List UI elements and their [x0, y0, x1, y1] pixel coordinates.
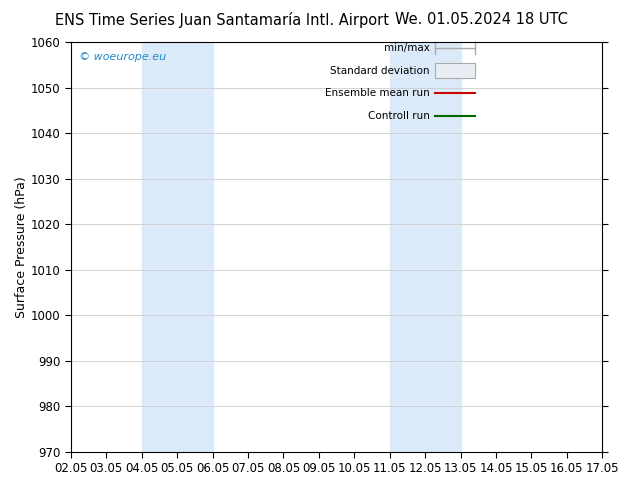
Text: Ensemble mean run: Ensemble mean run — [325, 88, 430, 98]
Bar — [142, 42, 212, 452]
Text: © woeurope.eu: © woeurope.eu — [79, 52, 166, 62]
Text: Controll run: Controll run — [368, 111, 430, 121]
Y-axis label: Surface Pressure (hPa): Surface Pressure (hPa) — [15, 176, 28, 318]
Text: Standard deviation: Standard deviation — [330, 66, 430, 76]
Text: We. 01.05.2024 18 UTC: We. 01.05.2024 18 UTC — [396, 12, 568, 27]
Text: min/max: min/max — [384, 43, 430, 53]
Bar — [435, 63, 475, 78]
Bar — [390, 42, 460, 452]
Text: ENS Time Series Juan Santamaría Intl. Airport: ENS Time Series Juan Santamaría Intl. Ai… — [55, 12, 389, 28]
